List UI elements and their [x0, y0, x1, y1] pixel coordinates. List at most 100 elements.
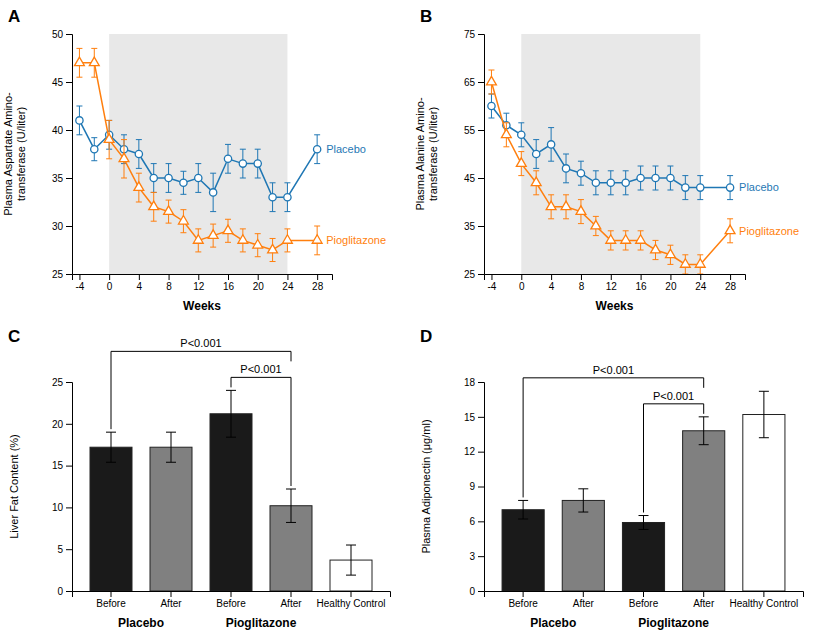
tick-label: Healthy Control [317, 598, 386, 609]
data-point [682, 184, 689, 191]
bar [502, 510, 544, 591]
tick-mark [523, 591, 524, 597]
tick-mark [66, 130, 72, 131]
tick-label: 0 [57, 586, 63, 597]
annotation: P<0.001 [240, 363, 281, 375]
data-point [268, 244, 278, 253]
tick: Before [96, 591, 126, 609]
data-point [546, 201, 556, 210]
tick-mark [66, 591, 72, 592]
tick-mark [66, 382, 72, 383]
series-line [491, 82, 730, 264]
axis-line [485, 275, 746, 281]
tick: 4 [137, 274, 143, 292]
data-point [606, 235, 616, 244]
shaded-region [109, 34, 287, 274]
tick: 3 [469, 551, 484, 562]
tick: 24 [282, 274, 294, 292]
panel: CBeforeAfterBeforeAfterHealthy Control05… [8, 327, 391, 630]
tick-mark [66, 549, 72, 550]
error-bar [699, 417, 709, 445]
plot-area: PlaceboPioglitazone-40481216202428253545… [414, 29, 799, 313]
tick: 20 [253, 274, 265, 292]
error-bar [270, 183, 276, 212]
tick-label: 4 [137, 281, 143, 292]
tick-label: 25 [464, 269, 476, 280]
significance-bracket [523, 378, 704, 498]
bar [210, 414, 252, 591]
error-bar [166, 164, 172, 193]
panel: APlaceboPioglitazone-4048121620242825303… [2, 7, 386, 313]
tick-label: 35 [464, 221, 476, 232]
data-point [149, 201, 159, 210]
tick-label: -4 [75, 281, 84, 292]
tick: Before [629, 591, 659, 609]
tick: 28 [725, 274, 737, 292]
significance-bracket [644, 404, 704, 513]
tick-mark [317, 274, 318, 280]
data-point [312, 235, 322, 244]
tick-mark [583, 591, 584, 597]
data-point [119, 153, 129, 162]
data-point [76, 117, 83, 124]
tick-mark [66, 82, 72, 83]
data-point [313, 146, 320, 153]
tick-mark [66, 178, 72, 179]
data-point [518, 131, 525, 138]
data-point [607, 179, 614, 186]
tick: 9 [469, 481, 484, 492]
y-axis: 253035404550 [52, 29, 73, 280]
tick-mark [478, 130, 484, 131]
tick-mark [351, 591, 352, 597]
error-bar [697, 176, 703, 200]
data-point [195, 174, 202, 181]
tick: 4 [549, 274, 555, 292]
x-axis-title: Weeks [596, 299, 634, 313]
data-point [223, 225, 233, 234]
tick-label: Before [508, 598, 538, 609]
tick-mark [111, 591, 112, 597]
tick-label: Before [216, 598, 246, 609]
data-point [208, 230, 218, 239]
tick-mark [730, 274, 731, 280]
data-point [239, 160, 246, 167]
tick-label: 65 [464, 77, 476, 88]
tick-label: 9 [469, 481, 475, 492]
tick-label: 16 [223, 281, 235, 292]
tick: 35 [464, 221, 484, 232]
tick: 24 [695, 274, 707, 292]
tick-label: 20 [665, 281, 677, 292]
data-point [577, 170, 584, 177]
tick-mark [478, 417, 484, 418]
data-point [592, 179, 599, 186]
tick-mark [287, 274, 288, 280]
error-bar [653, 166, 659, 190]
error-bar [76, 106, 82, 135]
data-layer [90, 390, 372, 591]
tick-mark [478, 591, 484, 592]
error-bar [518, 500, 528, 519]
tick-label: 35 [52, 173, 64, 184]
y-axis: 0510152025 [52, 377, 73, 597]
tick-label: 5 [57, 544, 63, 555]
tick-mark [66, 424, 72, 425]
tick: 25 [52, 377, 72, 388]
error-bar [91, 138, 97, 161]
group-label: Pioglitazone [226, 616, 297, 630]
tick-mark [521, 274, 522, 280]
tick: 20 [52, 419, 72, 430]
data-point [547, 141, 554, 148]
tick-mark [169, 274, 170, 280]
bar [743, 415, 785, 591]
tick: Healthy Control [317, 591, 386, 609]
error-bar [533, 140, 539, 169]
tick-mark [491, 274, 492, 280]
series-line [79, 120, 317, 197]
tick: Before [216, 591, 246, 609]
series-line [79, 63, 317, 250]
data-point [695, 259, 705, 268]
tick-mark [551, 274, 552, 280]
tick-mark [66, 274, 72, 275]
plot-area: BeforeAfterBeforeAfterHealthy Control036… [420, 364, 804, 630]
tick: 8 [166, 274, 172, 292]
